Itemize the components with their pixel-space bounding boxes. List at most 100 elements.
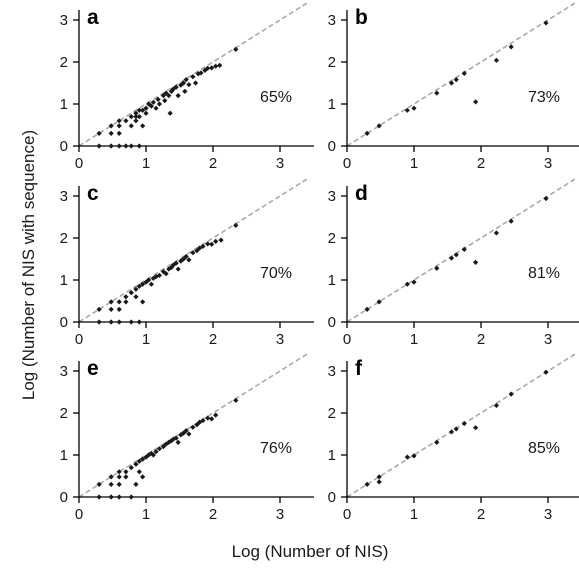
data-point bbox=[200, 243, 206, 249]
data-point bbox=[218, 237, 224, 243]
data-point bbox=[156, 101, 162, 107]
data-point bbox=[162, 98, 168, 104]
data-point bbox=[123, 143, 129, 149]
data-point bbox=[123, 474, 129, 480]
data-point bbox=[136, 107, 142, 113]
data-point bbox=[116, 494, 122, 500]
data-point bbox=[143, 110, 149, 116]
data-point bbox=[140, 299, 146, 305]
data-point bbox=[128, 123, 134, 129]
data-point bbox=[205, 65, 211, 71]
data-point bbox=[116, 306, 122, 312]
y-tick-label-c: 1 bbox=[60, 272, 68, 289]
data-point bbox=[96, 130, 102, 136]
y-tick-label-e: 0 bbox=[60, 489, 68, 506]
data-point bbox=[461, 70, 467, 76]
x-tick-label-d: 1 bbox=[410, 331, 418, 348]
data-point bbox=[183, 428, 189, 434]
data-point bbox=[376, 299, 382, 305]
data-point bbox=[96, 494, 102, 500]
data-point bbox=[163, 271, 169, 277]
data-point bbox=[183, 253, 189, 260]
data-point bbox=[180, 430, 187, 436]
data-point bbox=[209, 416, 215, 422]
data-point bbox=[133, 114, 139, 120]
y-tick-label-e: 1 bbox=[60, 447, 68, 464]
x-tick-label-a: 2 bbox=[209, 155, 217, 172]
data-point bbox=[123, 118, 129, 124]
data-point bbox=[200, 417, 206, 424]
x-tick-label-f: 1 bbox=[410, 506, 418, 523]
y-tick-label-f: 2 bbox=[328, 405, 336, 422]
data-point bbox=[133, 294, 139, 300]
panel-letter-e: e bbox=[87, 357, 99, 380]
data-point bbox=[453, 426, 459, 432]
data-point bbox=[116, 469, 122, 475]
y-tick-label-d: 2 bbox=[328, 230, 336, 247]
panel-letter-f: f bbox=[355, 357, 363, 380]
data-point bbox=[411, 453, 417, 459]
data-point bbox=[448, 255, 455, 261]
data-point bbox=[493, 57, 500, 63]
data-point bbox=[96, 319, 102, 325]
data-point bbox=[166, 439, 172, 445]
data-point bbox=[148, 281, 154, 287]
y-tick-label-c: 3 bbox=[60, 188, 68, 205]
data-point bbox=[155, 96, 161, 102]
data-point bbox=[150, 99, 156, 105]
scatter-panel-f: 0 1 2 3 0 1 2 3 f 85% bbox=[328, 353, 579, 523]
data-point bbox=[209, 65, 215, 71]
data-point bbox=[123, 469, 129, 475]
data-point bbox=[133, 118, 139, 124]
data-point bbox=[448, 429, 455, 435]
data-point bbox=[453, 252, 459, 258]
data-point bbox=[170, 436, 177, 442]
data-point bbox=[128, 143, 134, 149]
data-point bbox=[448, 80, 455, 86]
x-tick-label-b: 2 bbox=[477, 155, 485, 172]
x-tick-label-f: 3 bbox=[544, 506, 552, 523]
data-point bbox=[190, 250, 196, 256]
data-point bbox=[404, 454, 410, 460]
reference-line-a bbox=[78, 2, 308, 147]
data-point bbox=[473, 259, 479, 265]
y-tick-label-f: 3 bbox=[328, 363, 336, 380]
data-point bbox=[182, 88, 188, 94]
data-point bbox=[213, 63, 219, 69]
y-axis-title: Log (Number of NIS with sequence) bbox=[19, 130, 38, 400]
x-tick-label-b: 1 bbox=[410, 155, 418, 172]
data-point bbox=[148, 103, 154, 109]
data-point bbox=[146, 277, 152, 283]
data-point bbox=[96, 481, 102, 487]
x-tick-label-e: 1 bbox=[142, 506, 150, 523]
data-point bbox=[217, 62, 223, 68]
scatter-panel-c: 0 1 2 3 0 1 2 3 c 70% bbox=[60, 178, 314, 348]
data-point bbox=[183, 77, 189, 83]
data-point bbox=[178, 258, 184, 264]
data-point bbox=[473, 425, 479, 431]
x-tick-label-e: 2 bbox=[209, 506, 217, 523]
data-point bbox=[173, 260, 179, 266]
y-tick-label-b: 2 bbox=[328, 54, 336, 71]
panel-letter-b: b bbox=[355, 6, 368, 29]
percent-label-c: 70% bbox=[260, 265, 292, 282]
data-point bbox=[205, 241, 211, 247]
y-tick-label-a: 2 bbox=[60, 54, 68, 71]
data-point bbox=[233, 397, 239, 403]
data-point bbox=[180, 256, 187, 262]
data-point bbox=[140, 474, 146, 480]
data-point bbox=[493, 402, 500, 409]
data-point bbox=[168, 264, 175, 270]
data-point bbox=[156, 446, 162, 452]
data-point bbox=[364, 130, 370, 136]
data-point bbox=[123, 299, 129, 305]
y-tick-label-a: 0 bbox=[60, 138, 68, 155]
data-point bbox=[160, 93, 167, 99]
x-tick-label-d: 2 bbox=[477, 331, 485, 348]
data-point bbox=[136, 319, 142, 325]
data-point bbox=[136, 283, 142, 289]
data-point bbox=[508, 44, 514, 50]
scatter-panel-b: 0 1 2 3 0 1 2 3 b 73% bbox=[328, 2, 579, 172]
